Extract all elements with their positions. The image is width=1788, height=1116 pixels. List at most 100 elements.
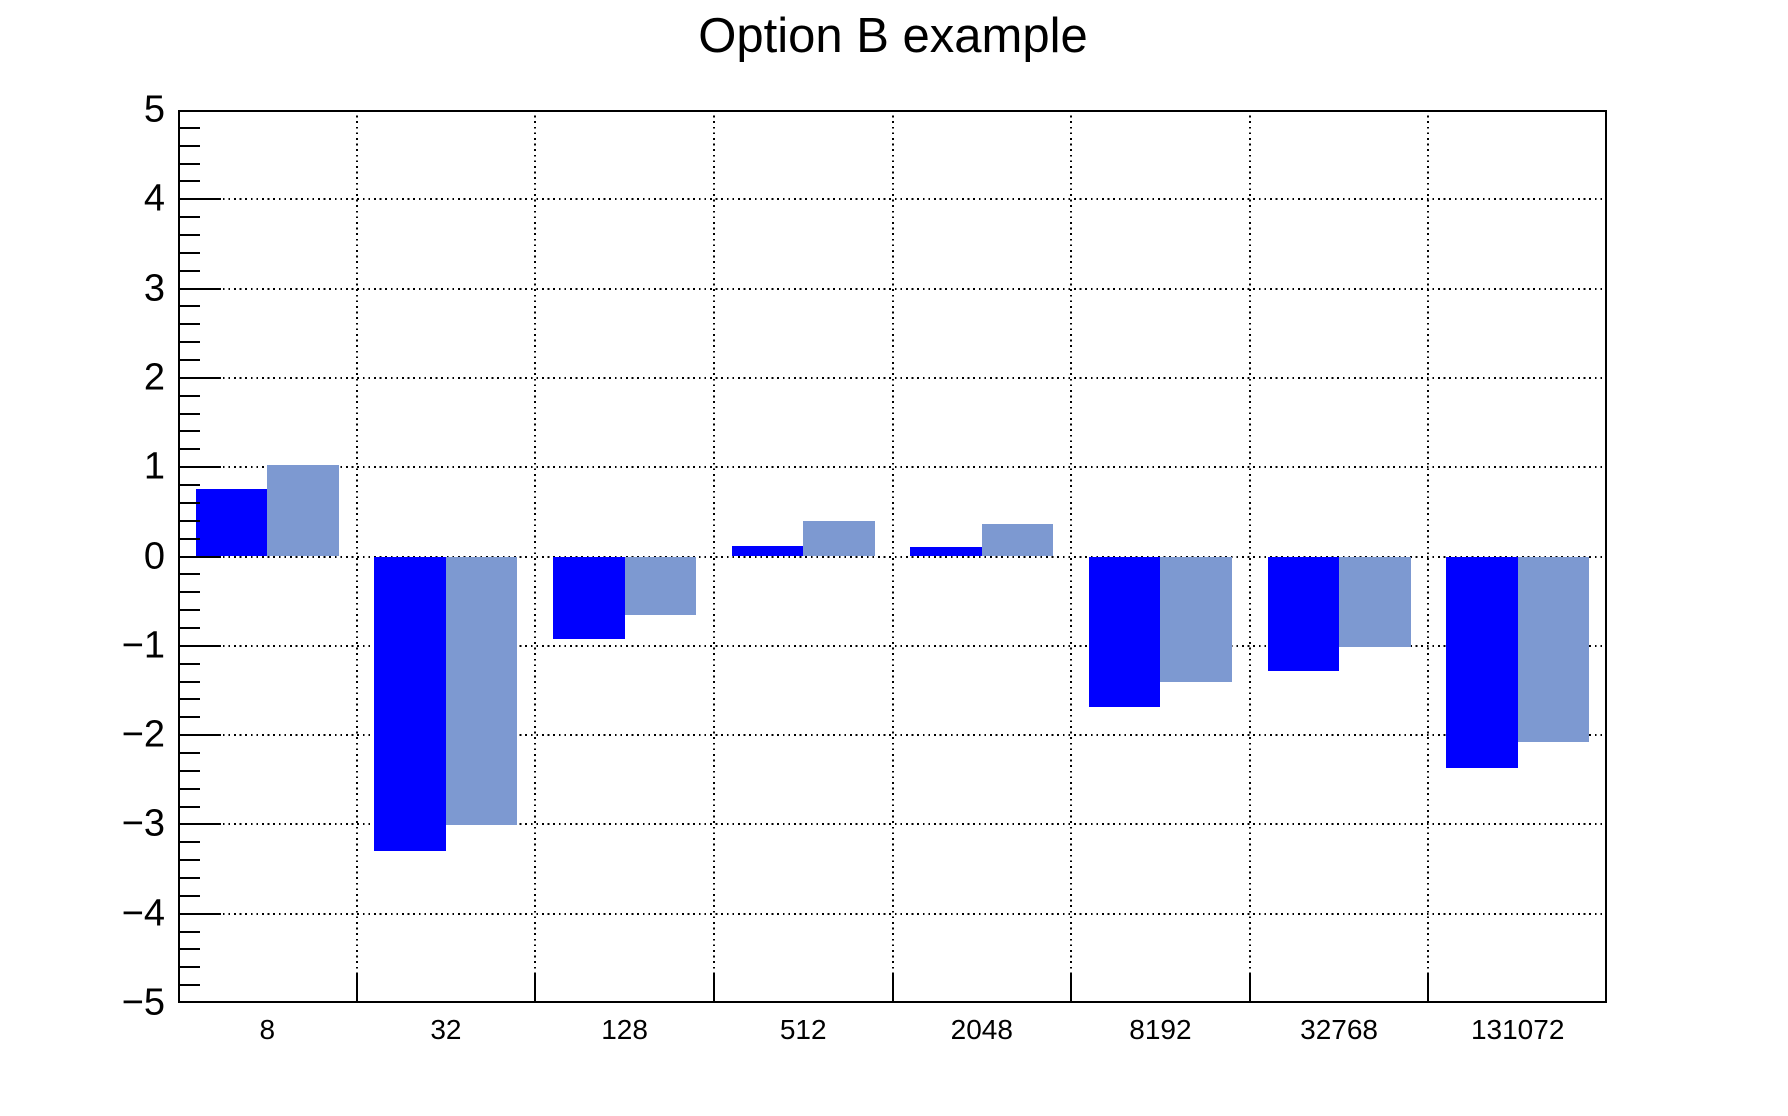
bar-dark-blue-bars-32 [374,556,446,852]
y-minor-tick [180,234,200,237]
y-major-tick [180,555,221,558]
y-minor-tick [180,412,200,415]
v-gridline [1248,110,1251,1003]
y-minor-tick [180,894,200,897]
x-axis-tick-label-32: 32 [430,1014,462,1045]
bar-dark-blue-bars-512 [731,545,804,557]
y-axis-tick-label: 1 [143,445,165,488]
x-axis-tick-label-128: 128 [601,1014,648,1045]
v-gridline [1427,110,1430,1003]
bar-dark-blue-bars-8192 [1088,556,1161,708]
y-minor-tick [180,930,200,933]
chart-title: Option B example [698,9,1088,63]
bar-dark-blue-bars-128 [553,556,625,639]
bar-steel-blue-bars-128 [624,556,696,615]
x-axis-tick-label-8192: 8192 [1129,1014,1192,1045]
y-minor-tick [180,573,200,576]
y-major-tick [180,644,221,647]
y-minor-tick [180,162,200,165]
y-minor-tick [180,609,200,612]
y-axis-tick-label: −3 [121,802,165,845]
x-major-tick [355,973,358,1001]
v-gridline [891,110,894,1003]
y-axis-tick-label: −5 [121,981,165,1024]
y-minor-tick [180,984,200,987]
y-major-tick [180,912,221,915]
x-major-tick [712,973,715,1001]
bar-dark-blue-bars-8 [195,488,268,557]
y-axis-tick-label: 4 [143,177,165,220]
v-gridline [355,110,358,1003]
bar-steel-blue-bars-32 [445,556,518,826]
y-minor-tick [180,341,200,344]
bar-steel-blue-bars-512 [803,520,875,557]
y-minor-tick [180,948,200,951]
y-minor-tick [180,484,200,487]
x-major-tick [1248,973,1251,1001]
x-axis-tick-label-32768: 32768 [1300,1014,1378,1045]
y-minor-tick [180,501,200,504]
y-major-tick [180,823,221,826]
y-minor-tick [180,769,200,772]
bar-dark-blue-bars-2048 [910,546,982,557]
x-axis-tick-label-512: 512 [779,1014,827,1045]
y-minor-tick [180,305,200,308]
bar-steel-blue-bars-2048 [981,524,1054,557]
y-minor-tick [180,180,200,183]
y-minor-tick [180,859,200,862]
y-minor-tick [180,716,200,719]
x-axis-tick-label-8: 8 [259,1014,276,1045]
y-minor-tick [180,966,200,969]
y-minor-tick [180,787,200,790]
y-minor-tick [180,126,200,129]
bar-steel-blue-bars-131072 [1517,556,1590,743]
y-minor-tick [180,430,200,433]
y-minor-tick [180,323,200,326]
plot-frame [178,110,1607,1003]
bar-steel-blue-bars-32768 [1339,556,1411,647]
y-minor-tick [180,876,200,879]
y-axis-tick-label: −2 [121,713,165,756]
y-major-tick [180,376,221,379]
y-minor-tick [180,626,200,629]
y-axis-tick-label: −4 [121,892,165,935]
y-minor-tick [180,216,200,219]
y-minor-tick [180,698,200,701]
x-major-tick [534,973,537,1001]
x-major-tick [1070,973,1073,1001]
y-minor-tick [180,448,200,451]
bar-steel-blue-bars-8 [267,464,339,557]
y-axis-tick-label: 2 [143,356,165,399]
y-major-tick [180,287,221,290]
y-axis-tick-label: 0 [143,535,165,577]
y-minor-tick [180,805,200,808]
y-minor-tick [180,662,200,665]
y-major-tick [180,198,221,201]
y-minor-tick [180,144,200,147]
v-gridline [1070,110,1073,1003]
x-major-tick [1427,973,1430,1001]
y-axis-tick-label: 3 [143,267,165,310]
bar-dark-blue-bars-131072 [1446,556,1518,769]
x-major-tick [891,973,894,1001]
bar-dark-blue-bars-32768 [1267,556,1340,671]
y-axis-tick-label: 5 [143,88,165,131]
y-minor-tick [180,394,200,397]
y-minor-tick [180,591,200,594]
y-major-tick [180,734,221,737]
x-axis-tick-label-131072: 131072 [1470,1014,1565,1045]
y-minor-tick [180,680,200,683]
y-minor-tick [180,269,200,272]
v-gridline [712,110,715,1003]
y-minor-tick [180,751,200,754]
y-minor-tick [180,359,200,362]
y-minor-tick [180,841,200,844]
y-axis-tick-label: −1 [121,624,165,667]
y-minor-tick [180,537,200,540]
y-minor-tick [180,519,200,522]
y-major-tick [180,466,221,469]
bar-steel-blue-bars-8192 [1160,556,1232,683]
v-gridline [534,110,537,1003]
x-axis-tick-label-2048: 2048 [950,1014,1013,1045]
